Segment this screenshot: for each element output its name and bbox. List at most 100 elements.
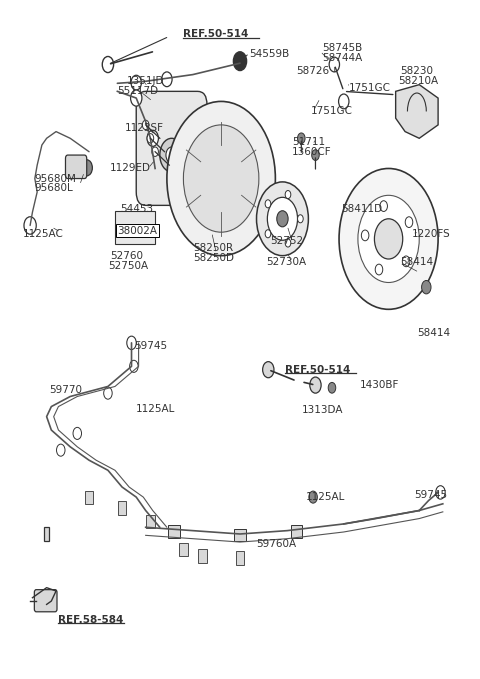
Circle shape [73, 427, 82, 439]
Circle shape [57, 444, 65, 456]
FancyBboxPatch shape [179, 543, 188, 556]
Circle shape [160, 139, 183, 172]
Circle shape [328, 382, 336, 393]
Text: 52760: 52760 [110, 251, 144, 261]
Text: 58230: 58230 [400, 67, 433, 76]
FancyBboxPatch shape [118, 501, 126, 515]
Text: 95680L: 95680L [35, 183, 73, 193]
Circle shape [131, 90, 142, 106]
Circle shape [309, 491, 317, 503]
Text: 58414: 58414 [417, 328, 450, 337]
Circle shape [143, 120, 149, 130]
FancyBboxPatch shape [85, 491, 93, 504]
Circle shape [81, 160, 92, 176]
Circle shape [312, 149, 319, 160]
Circle shape [233, 52, 247, 71]
FancyBboxPatch shape [234, 529, 246, 541]
Circle shape [277, 210, 288, 227]
Text: 58210A: 58210A [398, 76, 438, 86]
Circle shape [147, 130, 158, 147]
FancyBboxPatch shape [291, 526, 302, 538]
Circle shape [263, 362, 274, 378]
Text: 59745: 59745 [134, 342, 167, 351]
Text: 52730A: 52730A [266, 257, 306, 268]
FancyBboxPatch shape [115, 211, 155, 244]
Text: 1313DA: 1313DA [301, 405, 343, 415]
Text: 58745B: 58745B [323, 43, 363, 53]
Circle shape [267, 198, 298, 240]
Circle shape [104, 387, 112, 399]
Circle shape [405, 217, 413, 227]
Circle shape [358, 196, 419, 282]
Text: 52752: 52752 [271, 236, 304, 246]
Circle shape [162, 72, 172, 87]
Text: 1751GC: 1751GC [311, 107, 353, 117]
Circle shape [147, 134, 154, 143]
FancyBboxPatch shape [35, 589, 57, 612]
FancyBboxPatch shape [65, 155, 87, 179]
Circle shape [285, 191, 291, 198]
Text: 58411D: 58411D [341, 204, 383, 214]
Text: REF.50-514: REF.50-514 [183, 29, 249, 39]
Circle shape [152, 147, 158, 156]
Circle shape [265, 230, 271, 238]
Circle shape [256, 182, 308, 256]
Text: 58726: 58726 [297, 67, 330, 76]
Text: 1351JD: 1351JD [127, 76, 164, 86]
Circle shape [375, 264, 383, 275]
Circle shape [338, 94, 349, 109]
Text: REF.58-584: REF.58-584 [59, 615, 124, 625]
Circle shape [339, 168, 438, 310]
Text: 52750A: 52750A [108, 261, 148, 271]
FancyBboxPatch shape [236, 551, 244, 565]
Text: 58744A: 58744A [323, 53, 363, 63]
Circle shape [130, 361, 138, 372]
Text: 59760A: 59760A [256, 539, 297, 549]
Text: 1125AL: 1125AL [136, 403, 176, 414]
Text: 54453: 54453 [120, 204, 153, 214]
Polygon shape [396, 85, 438, 139]
Circle shape [167, 101, 276, 256]
Text: 58250D: 58250D [193, 253, 234, 263]
Text: 59745: 59745 [415, 490, 448, 500]
Text: 51711: 51711 [292, 136, 325, 147]
Circle shape [361, 230, 369, 241]
FancyBboxPatch shape [136, 92, 207, 205]
Circle shape [310, 377, 321, 393]
Circle shape [436, 485, 445, 499]
Text: 1123SF: 1123SF [124, 124, 164, 133]
Text: 1125AL: 1125AL [306, 492, 346, 502]
Circle shape [166, 147, 177, 163]
Circle shape [131, 75, 142, 90]
FancyBboxPatch shape [146, 515, 155, 528]
Text: 58414: 58414 [400, 257, 433, 268]
Text: 1430BF: 1430BF [360, 380, 400, 390]
Text: 1125AC: 1125AC [23, 229, 64, 238]
Circle shape [298, 133, 305, 144]
Text: 55117D: 55117D [118, 86, 158, 96]
Circle shape [374, 219, 403, 259]
Circle shape [380, 201, 387, 211]
Text: 1129ED: 1129ED [110, 164, 151, 173]
Text: 1220FS: 1220FS [412, 229, 451, 238]
Text: 38002A: 38002A [118, 226, 157, 236]
FancyBboxPatch shape [168, 526, 180, 538]
Text: REF.50-514: REF.50-514 [285, 365, 350, 375]
Circle shape [24, 217, 36, 234]
Circle shape [421, 280, 431, 294]
Circle shape [329, 57, 339, 72]
Text: 59770: 59770 [49, 385, 82, 394]
Text: 95680M: 95680M [35, 174, 77, 183]
Circle shape [127, 336, 136, 350]
Polygon shape [44, 528, 49, 540]
Text: 54559B: 54559B [250, 50, 290, 60]
Circle shape [265, 200, 271, 208]
Circle shape [402, 256, 410, 267]
Text: 58250R: 58250R [193, 243, 233, 253]
Text: 1751GC: 1751GC [348, 83, 391, 93]
FancyBboxPatch shape [198, 549, 206, 563]
Text: 1360CF: 1360CF [292, 147, 332, 157]
Circle shape [285, 239, 291, 247]
Circle shape [183, 125, 259, 232]
Circle shape [298, 215, 303, 223]
